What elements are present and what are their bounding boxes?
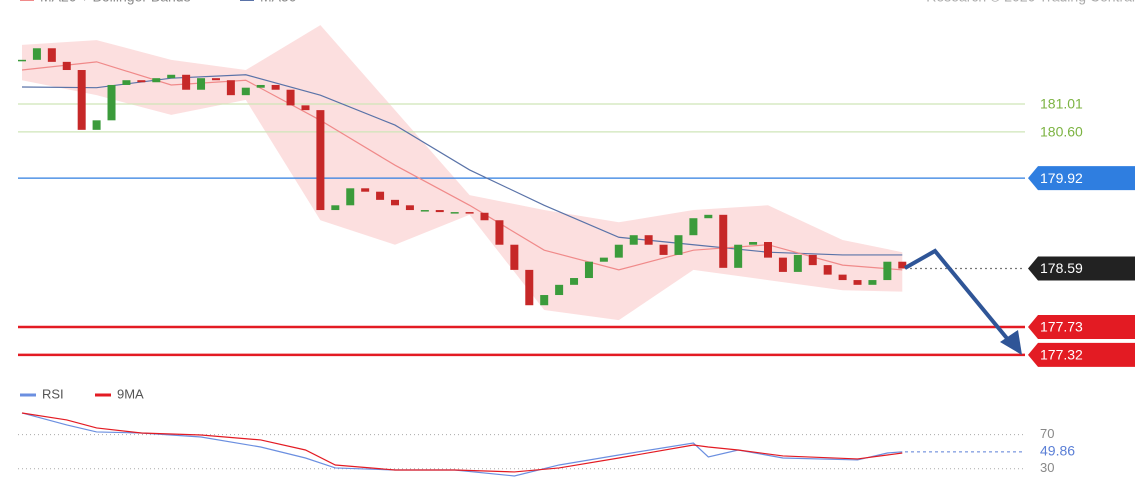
candle (570, 278, 579, 285)
forecast-arrow (904, 248, 1012, 344)
candle (734, 244, 743, 268)
candle (599, 257, 608, 262)
legend-label: RSI (42, 386, 64, 401)
candle (555, 284, 564, 296)
candle (644, 235, 653, 245)
candle (167, 74, 176, 79)
forecast-arrow-head (1000, 330, 1022, 355)
y-tick-label: 70 (1040, 426, 1054, 441)
legend-label: MA50 (260, 0, 297, 5)
candle (793, 254, 802, 272)
candle (764, 242, 772, 258)
candle (47, 48, 56, 62)
level-label: 181.01 (1040, 96, 1083, 112)
candle (435, 210, 444, 213)
candle (584, 261, 593, 279)
candle (241, 87, 250, 96)
candle (182, 74, 191, 90)
candle (137, 80, 146, 83)
level-label: 177.32 (1040, 347, 1083, 363)
level-tag (1028, 342, 1135, 367)
candle (778, 257, 787, 272)
candle (361, 188, 370, 192)
candle (226, 80, 235, 96)
candle (898, 261, 907, 269)
candle (405, 205, 414, 211)
candle (629, 235, 638, 245)
level-label: 180.60 (1040, 124, 1083, 140)
level-tag (1028, 166, 1135, 191)
legend-label: 9MA (117, 386, 144, 401)
candle (749, 242, 758, 245)
credit: Research © 2020 Trading Central (926, 0, 1135, 5)
candle (719, 214, 728, 268)
y-tick-label: 30 (1040, 460, 1054, 475)
candle (92, 120, 101, 130)
candle (122, 80, 131, 85)
candle (525, 269, 534, 306)
candle (346, 188, 355, 206)
candle (32, 48, 41, 60)
candle (674, 235, 683, 255)
candle (838, 274, 847, 281)
candle (495, 220, 504, 245)
candle (286, 89, 295, 106)
candle (376, 191, 385, 200)
candle (331, 205, 340, 211)
candle (316, 110, 325, 211)
candle (689, 218, 698, 236)
candle (704, 214, 713, 219)
candle (540, 295, 549, 306)
candle (62, 61, 71, 71)
candle (883, 261, 892, 281)
candle (18, 59, 26, 62)
bollinger-band (22, 25, 903, 321)
candle (197, 78, 206, 90)
candle (465, 212, 474, 214)
candle (77, 70, 86, 130)
candle (450, 212, 459, 214)
level-label: 178.59 (1040, 260, 1083, 276)
candle (868, 280, 877, 285)
level-label: 179.92 (1040, 170, 1083, 186)
level-label: 177.73 (1040, 319, 1083, 335)
last-value-label: 49.86 (1040, 443, 1075, 459)
candle (152, 78, 161, 83)
rsi-line (21, 412, 903, 477)
candle (808, 254, 817, 266)
candle (853, 280, 862, 285)
candle (301, 105, 310, 111)
candle (107, 84, 116, 121)
level-tag (1028, 256, 1135, 281)
candle (420, 210, 429, 212)
level-tag (1028, 314, 1135, 339)
candle (256, 84, 265, 88)
candle (614, 244, 623, 258)
marks: MA20 + Bollinger Bands MA50 Research © 202… (18, 0, 1135, 477)
rsi-line (21, 412, 903, 473)
candle (271, 84, 280, 90)
legend-label: MA20 + Bollinger Bands (40, 0, 191, 5)
candle (211, 78, 220, 81)
candle (391, 199, 399, 206)
candle (823, 265, 832, 275)
candle (659, 244, 668, 255)
candle (480, 212, 489, 221)
candle (510, 244, 519, 270)
